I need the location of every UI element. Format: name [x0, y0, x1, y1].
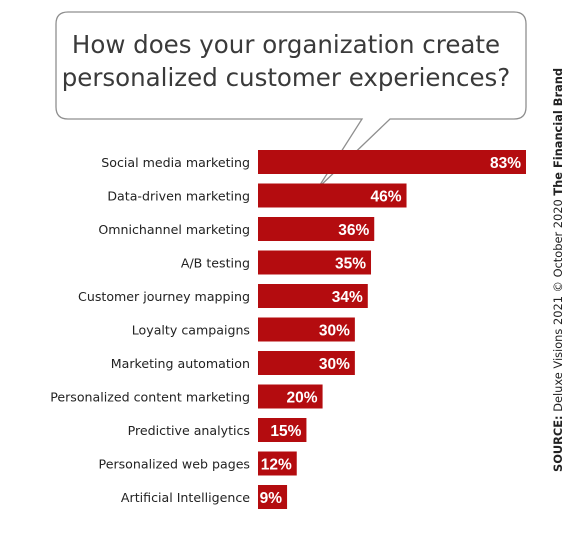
value-label: 83%	[490, 155, 521, 172]
bar	[258, 351, 355, 375]
bar	[258, 150, 526, 174]
value-label: 12%	[261, 457, 292, 474]
category-label: Predictive analytics	[128, 423, 250, 438]
category-label: A/B testing	[181, 256, 250, 271]
category-label: Loyalty campaigns	[132, 323, 250, 338]
bar	[258, 485, 288, 509]
bar	[258, 250, 372, 275]
category-label: Marketing automation	[111, 356, 250, 371]
value-label: 36%	[338, 222, 369, 239]
source-brand: The Financial Brand	[551, 67, 565, 196]
category-label: Personalized content marketing	[50, 390, 250, 405]
bar	[258, 183, 407, 208]
bar	[258, 317, 355, 342]
value-label: 9%	[260, 490, 283, 507]
value-label: 46%	[370, 189, 401, 206]
bar-group: Social media marketing 83% Data-driven mar…	[50, 150, 526, 509]
source-label: SOURCE:	[551, 415, 565, 473]
category-label: Personalized web pages	[99, 457, 250, 472]
bar	[258, 384, 323, 409]
value-label: 15%	[270, 423, 301, 440]
bar	[258, 284, 368, 308]
source-text: Deluxe Visions 2021 © October 2020	[551, 199, 565, 412]
value-label: 30%	[319, 323, 350, 340]
bar	[258, 451, 297, 476]
value-label: 20%	[287, 390, 318, 407]
value-label: 34%	[332, 289, 363, 306]
bar	[258, 217, 375, 241]
category-label: Social media marketing	[101, 155, 250, 170]
category-label: Artificial Intelligence	[121, 490, 250, 505]
value-label: 35%	[335, 256, 366, 273]
category-label: Data-driven marketing	[107, 189, 250, 204]
category-label: Customer journey mapping	[78, 289, 250, 304]
value-label: 30%	[319, 356, 350, 373]
bar	[258, 418, 307, 442]
category-label: Omnichannel marketing	[98, 222, 250, 237]
